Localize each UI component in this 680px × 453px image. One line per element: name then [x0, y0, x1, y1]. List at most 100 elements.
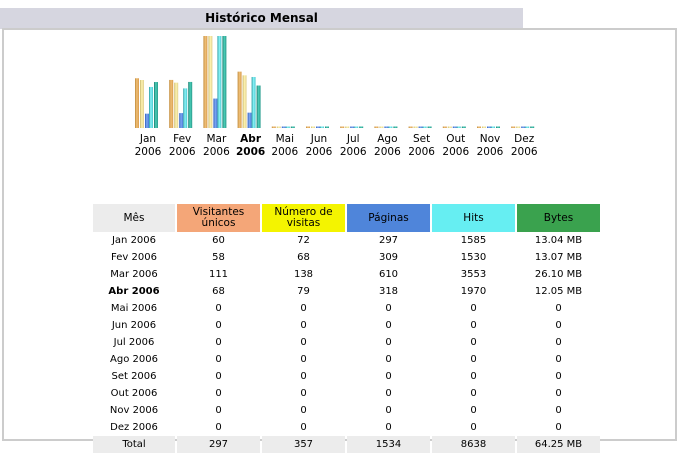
monthly-bar-chart: Jan2006Fev2006Mar2006Abr2006Mai2006Jun20… — [135, 36, 538, 158]
bar-pages-jul — [350, 126, 355, 128]
bar-pages-set — [418, 126, 423, 128]
cell-visits: 0 — [300, 371, 307, 382]
tick-label-month: Jan — [139, 133, 156, 145]
bar-visits-mar — [208, 36, 213, 128]
bar-visitors-jan — [135, 78, 139, 128]
cell-pages: 0 — [385, 337, 392, 348]
bar-pages-out — [452, 126, 457, 128]
header-unique-visitors-line1: Visitantes — [192, 206, 245, 218]
bar-hits-mar — [217, 36, 222, 128]
bar-bytes-mar — [222, 36, 227, 128]
bar-hits-mai — [285, 126, 290, 128]
cell-hits: 1585 — [460, 235, 487, 246]
table-row: Abr 2006 68 79 318 1970 12.05 MB — [93, 283, 600, 300]
bar-hits-jan — [149, 86, 153, 128]
cell-visitors: 0 — [215, 303, 222, 314]
tick-label-year: 2006 — [236, 146, 265, 158]
tick-label-month: Abr — [240, 133, 262, 145]
bar-bytes-abr — [256, 85, 261, 128]
bar-bytes-set — [427, 126, 432, 128]
cell-hits: 0 — [470, 371, 477, 382]
bar-hits-set — [422, 126, 427, 128]
bar-visitors-abr — [237, 71, 242, 128]
bar-bytes-mai — [290, 126, 295, 128]
cell-visitors: 0 — [215, 354, 222, 365]
tick-label-year: 2006 — [442, 146, 469, 158]
cell-bytes: 13.04 MB — [534, 235, 583, 246]
header-visits-line1: Número de — [274, 206, 333, 218]
tick-label-month: Ago — [377, 133, 397, 145]
bar-visits-jan — [140, 80, 144, 128]
cell-visitors: 111 — [208, 269, 229, 280]
bar-pages-jan — [145, 113, 149, 128]
table-row: Dez 2006 0 0 0 0 0 — [93, 419, 600, 436]
cell-bytes: 0 — [555, 388, 562, 399]
cell-month: Set 2006 — [111, 371, 157, 382]
cell-pages: 0 — [385, 354, 392, 365]
bar-hits-out — [456, 126, 461, 128]
bar-visitors-fev — [169, 79, 174, 128]
cell-visitors: 0 — [215, 388, 222, 399]
bar-pages-ago — [384, 126, 389, 128]
cell-visitors: 60 — [212, 235, 225, 246]
table-header-row: Mês Visitantes únicos Número de visitas … — [93, 204, 600, 232]
cell-visits: 0 — [300, 405, 307, 416]
cell-pages: 0 — [385, 422, 392, 433]
bar-hits-dez — [525, 126, 530, 128]
cell-visitors: 0 — [215, 320, 222, 331]
tick-label-month: Jul — [346, 133, 360, 145]
header-hits: Hits — [432, 204, 515, 232]
cell-hits: 0 — [470, 354, 477, 365]
cell-hits: 0 — [470, 303, 477, 314]
bar-visits-abr — [242, 75, 247, 128]
cell-month: Nov 2006 — [109, 405, 159, 416]
total-hits: 8638 — [432, 436, 515, 453]
cell-visits: 0 — [300, 354, 307, 365]
cell-pages: 610 — [378, 269, 399, 280]
table-row: Jul 2006 0 0 0 0 0 — [93, 334, 600, 351]
monthly-stats-table: Mês Visitantes únicos Número de visitas … — [91, 204, 602, 453]
tick-label-year: 2006 — [340, 146, 367, 158]
tick-label-year: 2006 — [203, 146, 230, 158]
bar-visitors-nov — [477, 126, 481, 128]
tick-label-year: 2006 — [477, 146, 504, 158]
cell-visitors: 58 — [212, 252, 225, 263]
table-row: Jun 2006 0 0 0 0 0 — [93, 317, 600, 334]
cell-hits: 1970 — [460, 286, 487, 297]
bar-pages-mar — [213, 98, 218, 128]
bar-bytes-jan — [154, 82, 158, 128]
cell-visits: 0 — [300, 303, 307, 314]
tick-label-month: Fev — [173, 133, 191, 145]
bar-visitors-set — [408, 126, 413, 128]
bar-bytes-jul — [359, 126, 364, 128]
cell-month: Jan 2006 — [111, 235, 157, 246]
bar-visits-nov — [482, 126, 486, 128]
cell-bytes: 12.05 MB — [534, 286, 583, 297]
bar-bytes-nov — [496, 126, 500, 128]
tick-label-year: 2006 — [511, 146, 538, 158]
cell-visitors: 68 — [212, 286, 225, 297]
tick-label-month: Mai — [276, 133, 294, 145]
tick-label-month: Jun — [310, 133, 327, 145]
cell-month: Dez 2006 — [110, 422, 158, 433]
table-row: Out 2006 0 0 0 0 0 — [93, 385, 600, 402]
bar-bytes-out — [461, 126, 466, 128]
tick-label-month: Dez — [514, 133, 535, 145]
cell-bytes: 0 — [555, 337, 562, 348]
table-row: Mar 2006 111 138 610 3553 26.10 MB — [93, 266, 600, 283]
cell-bytes: 26.10 MB — [534, 269, 583, 280]
cell-visitors: 0 — [215, 422, 222, 433]
cell-month: Mar 2006 — [110, 269, 158, 280]
bar-bytes-dez — [530, 126, 535, 128]
cell-visitors: 0 — [215, 371, 222, 382]
header-month: Mês — [93, 204, 175, 232]
bar-pages-mai — [281, 126, 286, 128]
cell-pages: 0 — [385, 405, 392, 416]
bar-visits-dez — [516, 126, 521, 128]
tick-label-month: Mar — [206, 133, 226, 145]
bar-visits-jul — [345, 126, 350, 128]
cell-month: Jun 2006 — [111, 320, 157, 331]
bar-pages-jun — [316, 126, 320, 128]
cell-pages: 0 — [385, 371, 392, 382]
cell-visits: 68 — [297, 252, 310, 263]
